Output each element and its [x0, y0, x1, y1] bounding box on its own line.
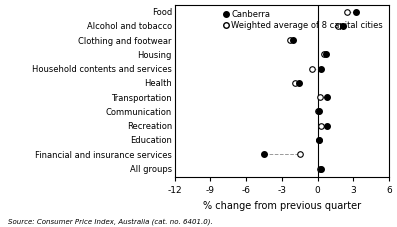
- Point: [289, 38, 296, 42]
- Point: [314, 110, 321, 113]
- Point: [320, 53, 327, 56]
- Point: [324, 95, 330, 99]
- Point: [318, 124, 324, 128]
- Point: [335, 24, 341, 28]
- Text: Source: Consumer Price Index, Australia (cat. no. 6401.0).: Source: Consumer Price Index, Australia …: [8, 218, 213, 225]
- Point: [317, 167, 323, 170]
- X-axis label: % change from previous quarter: % change from previous quarter: [203, 201, 361, 211]
- Point: [323, 53, 329, 56]
- Point: [318, 67, 324, 71]
- Legend: Canberra, Weighted average of 8 capital cities: Canberra, Weighted average of 8 capital …: [222, 9, 385, 32]
- Point: [308, 67, 315, 71]
- Point: [316, 110, 322, 113]
- Point: [316, 138, 322, 142]
- Point: [339, 24, 346, 28]
- Point: [295, 81, 302, 85]
- Point: [261, 153, 267, 156]
- Point: [324, 124, 330, 128]
- Point: [316, 138, 322, 142]
- Point: [297, 153, 303, 156]
- Point: [344, 10, 351, 13]
- Point: [287, 38, 293, 42]
- Point: [317, 95, 323, 99]
- Point: [353, 10, 359, 13]
- Point: [292, 81, 298, 85]
- Point: [318, 167, 324, 170]
